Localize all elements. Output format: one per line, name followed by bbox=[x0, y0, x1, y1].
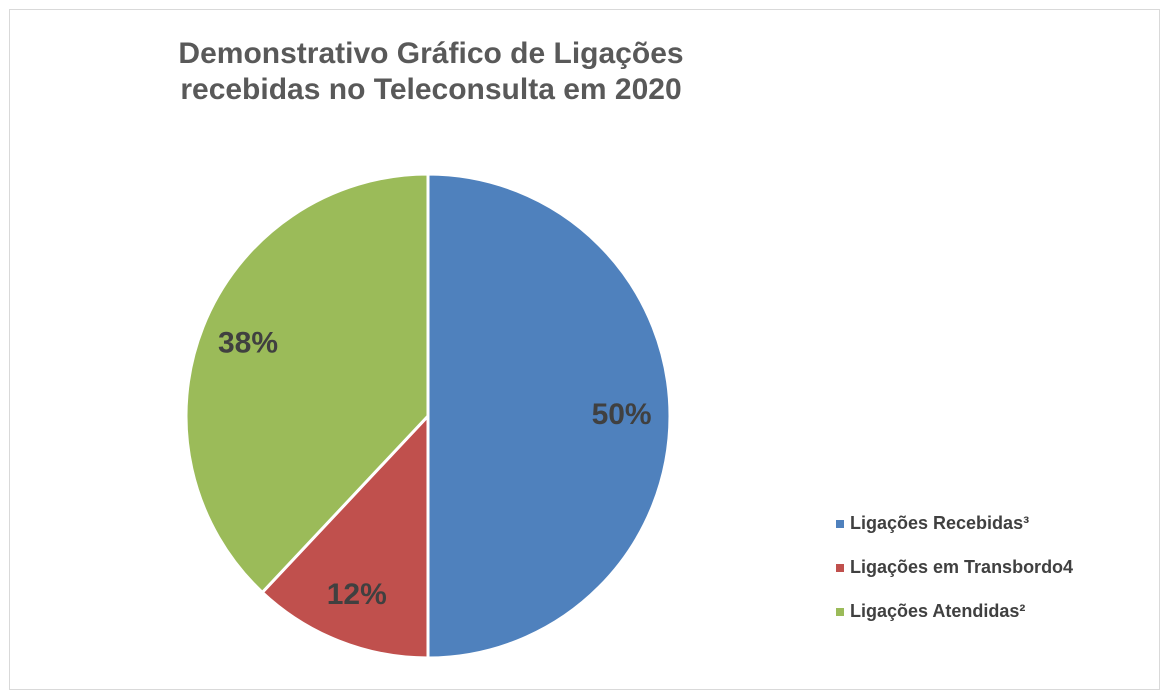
legend-label: Ligações em Transbordo4 bbox=[850, 557, 1073, 577]
legend-swatch bbox=[836, 520, 844, 528]
data-label: 38% bbox=[218, 327, 278, 360]
legend-label: Ligações Recebidas³ bbox=[850, 513, 1029, 533]
data-label: 12% bbox=[327, 578, 387, 611]
chart-title: Demonstrativo Gráfico de Ligações recebi… bbox=[178, 37, 684, 106]
pie-slice bbox=[426, 172, 672, 660]
pie-slice bbox=[260, 412, 430, 660]
data-label: 50% bbox=[592, 398, 652, 431]
legend-label: Ligações Atendidas² bbox=[850, 601, 1025, 621]
pie-slice bbox=[184, 172, 430, 595]
legend-swatch bbox=[836, 608, 844, 616]
legend-swatch bbox=[836, 564, 844, 572]
